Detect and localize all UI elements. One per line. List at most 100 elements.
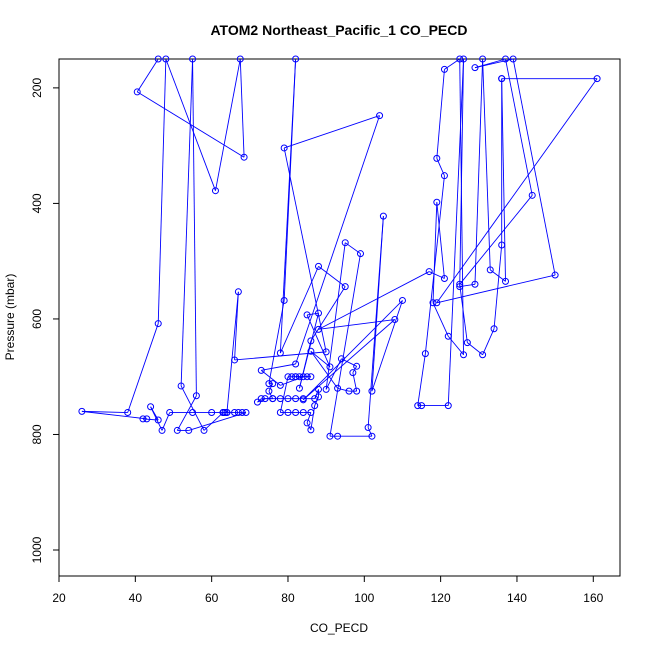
series-segment (318, 266, 346, 287)
series-segment (260, 370, 281, 386)
data-point (253, 398, 261, 406)
data-point (154, 320, 162, 328)
data-point (276, 409, 284, 417)
y-tick-label: 400 (30, 193, 44, 213)
data-point (192, 392, 200, 400)
data-point (231, 356, 239, 364)
data-point (240, 153, 248, 161)
data-point (440, 275, 448, 283)
data-point (234, 409, 242, 417)
data-point (502, 55, 510, 63)
data-point (311, 402, 319, 410)
data-point (418, 402, 426, 410)
x-tick-label: 160 (583, 591, 603, 605)
data-point (479, 55, 487, 63)
data-point (322, 385, 330, 393)
data-point (433, 154, 441, 162)
data-point (177, 382, 185, 390)
data-point (456, 283, 464, 291)
data-point (368, 432, 376, 440)
data-point (133, 88, 141, 96)
data-point (307, 409, 315, 417)
series-lines (81, 58, 598, 437)
data-point (456, 55, 464, 63)
series-segment (424, 175, 445, 354)
series-segment (203, 412, 224, 431)
series-segment (295, 115, 380, 365)
data-point (379, 212, 387, 220)
series-segment (180, 385, 205, 431)
data-point (425, 268, 433, 276)
data-point (162, 55, 170, 63)
series-segment (352, 366, 358, 373)
data-point (307, 347, 315, 355)
data-point (326, 432, 334, 440)
data-point (284, 409, 292, 417)
series-segment (234, 291, 239, 360)
series-segment (482, 58, 491, 270)
series-segment (257, 398, 262, 403)
data-point (261, 395, 269, 403)
series-segment (436, 274, 556, 304)
data-point (242, 409, 250, 417)
series-segment (302, 300, 403, 401)
series-segment (432, 302, 449, 337)
data-point (78, 407, 86, 415)
series-segment (371, 300, 403, 392)
data-point (353, 387, 361, 395)
data-point (398, 296, 406, 304)
data-point (353, 362, 361, 370)
series-segment (474, 58, 484, 285)
data-point (265, 380, 273, 388)
data-point (471, 64, 479, 72)
data-point (303, 373, 311, 381)
data-point (433, 299, 441, 307)
data-point (349, 369, 357, 377)
y-tick-label: 200 (30, 78, 44, 98)
data-point (460, 351, 468, 359)
data-point (498, 75, 506, 83)
data-point (154, 416, 162, 424)
series-segment (432, 202, 438, 303)
series-segment (318, 319, 395, 330)
series-segment (501, 78, 506, 282)
data-point (498, 241, 506, 249)
data-point (311, 395, 319, 403)
series-segment (136, 58, 159, 93)
data-point (295, 373, 303, 381)
data-point (221, 409, 229, 417)
data-point (509, 55, 517, 63)
series-segment (436, 202, 445, 279)
series-segment (367, 427, 373, 437)
series-segment (176, 395, 197, 431)
data-point (280, 144, 288, 152)
series-segment (284, 115, 380, 149)
series-segment (157, 58, 167, 324)
series-segment (306, 422, 312, 431)
x-tick-label: 40 (129, 591, 143, 605)
data-point (368, 387, 376, 395)
x-tick-label: 80 (281, 591, 295, 605)
series-segment (310, 350, 331, 368)
series-segment (310, 405, 316, 430)
data-point (185, 426, 193, 434)
data-point (502, 277, 510, 285)
y-tick-label: 600 (30, 309, 44, 329)
data-point (528, 191, 536, 199)
data-point (158, 426, 166, 434)
data-point (276, 395, 284, 403)
data-point (292, 360, 300, 368)
data-point (280, 296, 288, 304)
data-point (356, 250, 364, 258)
data-point (173, 426, 181, 434)
data-point (456, 280, 464, 288)
series-segment (329, 253, 361, 437)
data-point (284, 373, 292, 381)
series-segment (81, 410, 147, 420)
x-axis-label: CO_PECD (310, 621, 368, 635)
series-segment (279, 58, 297, 354)
series-segment (81, 410, 128, 413)
series-segment (142, 418, 159, 421)
data-point (292, 409, 300, 417)
series-segment (318, 271, 430, 330)
